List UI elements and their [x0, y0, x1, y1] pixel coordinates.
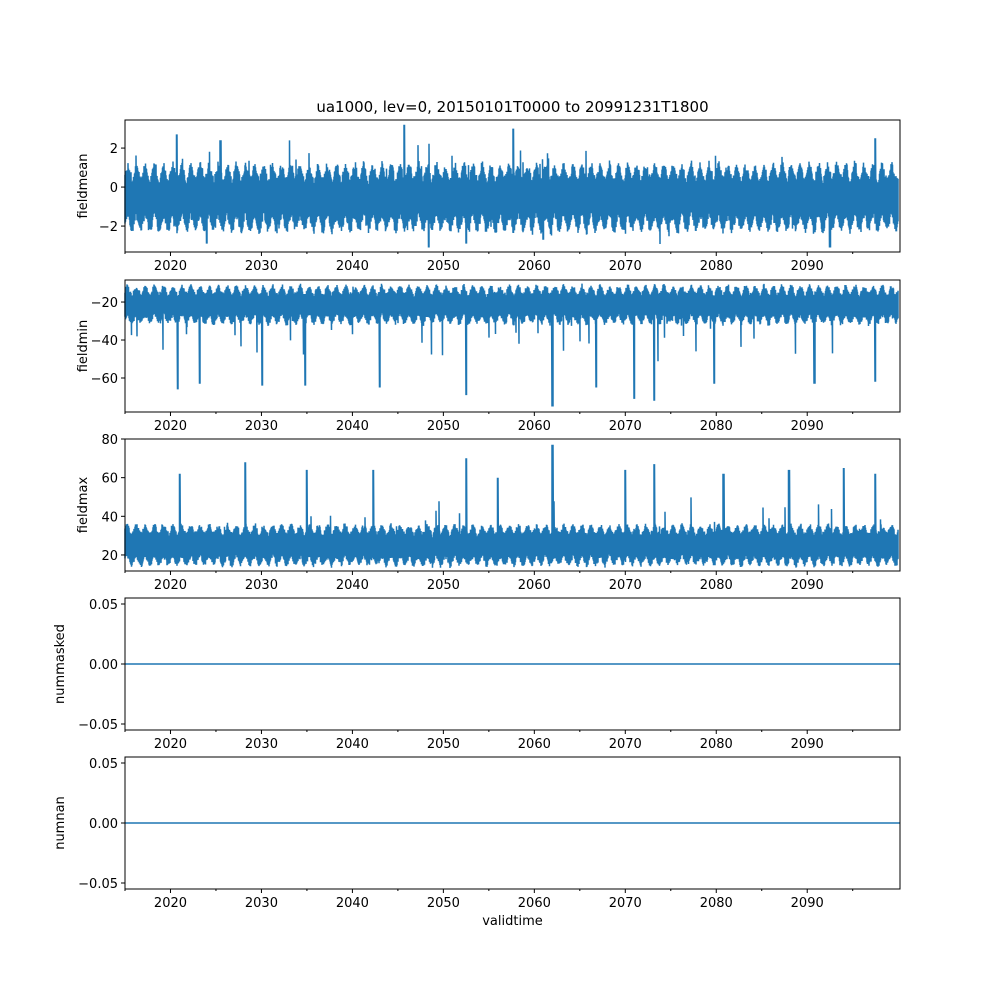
y-tick-label: −40 — [91, 334, 118, 349]
y-tick-label: 0 — [110, 181, 118, 196]
x-tick-label: 2030 — [245, 419, 278, 434]
x-tick-label: 2040 — [336, 578, 369, 593]
x-tick-label: 2090 — [791, 259, 824, 274]
subplot-fieldmin: 2020 2030 2040 2050 2060 2070 2080 2090 −60 −40 −2… — [76, 279, 901, 434]
x-tick-label: 2090 — [791, 737, 824, 752]
x-tick-label: 2020 — [154, 259, 187, 274]
subplot-nummasked: 2020 2030 2040 2050 2060 2070 2080 2090 −0.05 0.0… — [53, 597, 901, 752]
x-tick-label: 2080 — [700, 259, 733, 274]
x-axis-label: validtime — [482, 914, 543, 929]
chart-title: ua1000, lev=0, 20150101T0000 to 20991231… — [316, 98, 708, 116]
y-tick-label: 0.05 — [89, 757, 118, 772]
y-tick-label: 60 — [101, 472, 118, 487]
x-tick-label: 2060 — [518, 419, 551, 434]
x-tick-label: 2050 — [427, 419, 460, 434]
y-tick-label: 20 — [101, 549, 118, 564]
y-tick-label: −2 — [99, 220, 118, 235]
x-tick-label: 2050 — [427, 896, 460, 911]
y-axis-label: fieldmean — [76, 154, 91, 219]
y-tick-label: 0.00 — [89, 817, 118, 832]
series-line-fieldmin — [124, 283, 899, 407]
x-tick-label: 2070 — [609, 737, 642, 752]
y-tick-label: 0.05 — [89, 598, 118, 613]
x-tick-label: 2080 — [700, 419, 733, 434]
x-tick-label: 2020 — [154, 737, 187, 752]
subplot-numnan: 2020 2030 2040 2050 2060 2070 2080 2090 −0.05 0.0… — [53, 756, 901, 929]
y-axis-label: nummasked — [53, 624, 68, 704]
x-tick-label: 2030 — [245, 896, 278, 911]
subplot-fieldmean: 2020 2030 2040 2050 2060 2070 2080 2090 −2 0 2 fiel… — [76, 98, 901, 274]
y-axis-label: numnan — [53, 796, 68, 850]
x-tick-label: 2080 — [700, 737, 733, 752]
x-tick-label: 2020 — [154, 419, 187, 434]
series-line-fieldmean — [124, 124, 899, 248]
x-tick-label: 2060 — [518, 578, 551, 593]
y-tick-label: −0.05 — [78, 718, 118, 733]
x-tick-label: 2040 — [336, 896, 369, 911]
x-tick-label: 2070 — [609, 896, 642, 911]
x-tick-label: 2070 — [609, 419, 642, 434]
x-tick-label: 2060 — [518, 259, 551, 274]
y-axis-label: fieldmin — [76, 320, 91, 373]
y-tick-label: −0.05 — [78, 877, 118, 892]
x-tick-label: 2040 — [336, 737, 369, 752]
y-tick-label: 2 — [110, 142, 118, 157]
y-tick-label: 0.00 — [89, 658, 118, 673]
x-tick-label: 2090 — [791, 419, 824, 434]
x-tick-label: 2050 — [427, 259, 460, 274]
x-tick-label: 2040 — [336, 259, 369, 274]
y-axis-label: fieldmax — [76, 477, 91, 534]
series-line-fieldmax — [124, 444, 899, 569]
axes-frame — [124, 438, 901, 572]
x-tick-label: 2060 — [518, 737, 551, 752]
x-tick-label: 2030 — [245, 578, 278, 593]
x-tick-label: 2060 — [518, 896, 551, 911]
x-tick-label: 2080 — [700, 896, 733, 911]
x-tick-label: 2080 — [700, 578, 733, 593]
x-tick-label: 2030 — [245, 737, 278, 752]
y-tick-label: 80 — [101, 433, 118, 448]
y-tick-label: −20 — [91, 296, 118, 311]
x-tick-label: 2050 — [427, 737, 460, 752]
x-tick-label: 2020 — [154, 896, 187, 911]
x-tick-label: 2020 — [154, 578, 187, 593]
y-tick-label: 40 — [101, 510, 118, 525]
y-tick-label: −60 — [91, 372, 118, 387]
x-tick-label: 2090 — [791, 578, 824, 593]
x-tick-label: 2090 — [791, 896, 824, 911]
x-tick-label: 2040 — [336, 419, 369, 434]
x-tick-label: 2050 — [427, 578, 460, 593]
axes-frame — [124, 119, 901, 253]
axes-frame — [124, 279, 901, 413]
x-tick-label: 2070 — [609, 259, 642, 274]
x-tick-label: 2030 — [245, 259, 278, 274]
x-tick-label: 2070 — [609, 578, 642, 593]
subplot-fieldmax: 2020 2030 2040 2050 2060 2070 2080 209020406080… — [76, 433, 901, 593]
